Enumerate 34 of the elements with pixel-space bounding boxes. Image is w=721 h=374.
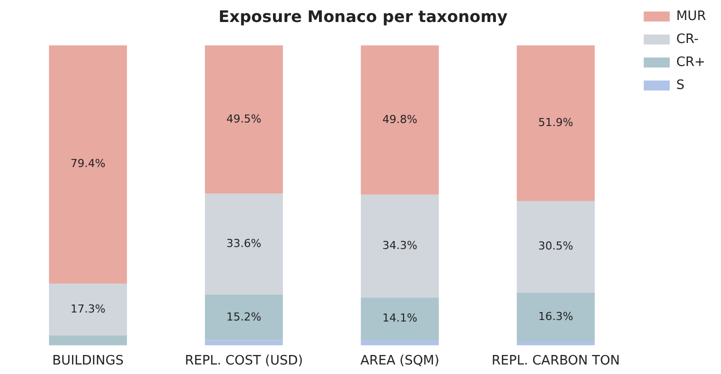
data-label: 49.8% — [382, 112, 418, 126]
data-label: 17.3% — [70, 302, 106, 316]
bar — [204, 45, 283, 194]
data-label: 30.5% — [538, 240, 574, 253]
bar — [516, 292, 595, 342]
legend-label: CR+ — [676, 54, 706, 70]
data-label: 16.3% — [538, 310, 574, 323]
bar — [48, 335, 127, 346]
bar — [48, 45, 127, 284]
legend-label: MUR — [676, 8, 706, 24]
bar — [48, 284, 127, 336]
bar — [516, 201, 595, 293]
bar — [516, 45, 595, 202]
data-label: 14.1% — [382, 312, 418, 325]
legend-label: S — [676, 78, 684, 93]
bar — [204, 294, 283, 340]
x-tick-label: AREA (SQM) — [360, 354, 440, 369]
data-label: 15.2% — [226, 310, 262, 324]
x-tick-label: BUILDINGS — [52, 354, 124, 369]
bar — [516, 342, 595, 346]
bar — [360, 340, 439, 346]
chart-title: Exposure Monaco per taxonomy — [218, 6, 508, 26]
bar — [360, 194, 439, 298]
legend-label: CR- — [676, 32, 699, 47]
data-label: 51.9% — [538, 116, 574, 129]
bar — [204, 194, 283, 295]
data-label: 33.6% — [226, 237, 262, 250]
data-label: 79.4% — [70, 157, 106, 170]
x-tick-label: REPL. CARBON TON — [492, 354, 620, 369]
data-label: 34.3% — [382, 239, 418, 252]
bar — [360, 45, 439, 195]
bar — [360, 298, 439, 340]
x-tick-label: REPL. COST (USD) — [184, 354, 303, 369]
data-label: 49.5% — [226, 112, 262, 126]
